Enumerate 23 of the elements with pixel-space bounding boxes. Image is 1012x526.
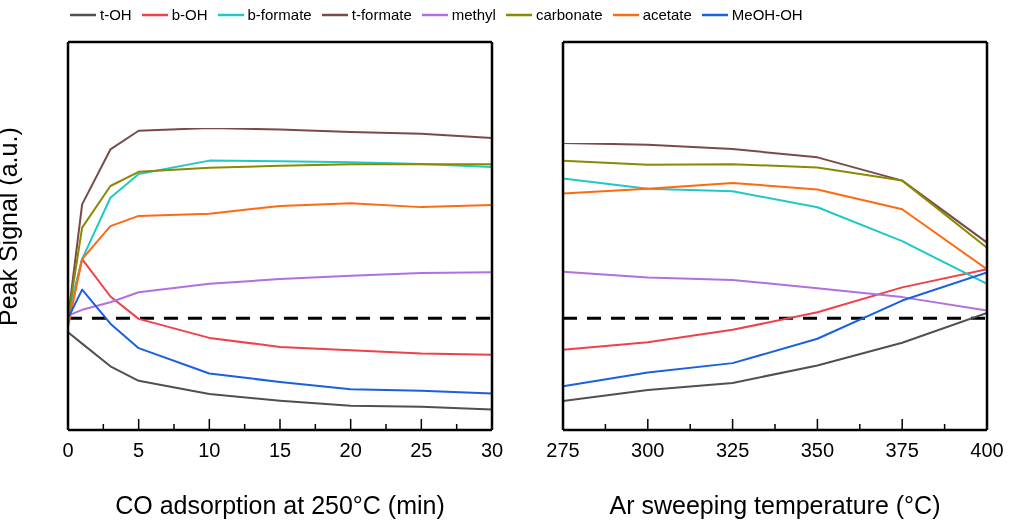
legend-label: carbonate [535,6,603,23]
x-tick-label: 325 [715,439,750,461]
x-tick-label: 20 [339,439,362,461]
x-axis-title: CO adsorption at 250°C (min) [115,491,445,519]
legend-label: b-formate [247,6,312,23]
x-tick-label: 15 [268,439,292,461]
legend-label: methyl [451,6,496,23]
x-tick-label: 0 [62,439,74,461]
legend-label: acetate [642,6,692,23]
x-tick-label: 30 [480,439,504,461]
x-tick-label: 25 [410,439,433,461]
x-axis-title: Ar sweeping temperature (°C) [609,491,941,519]
x-tick-label: 300 [631,439,665,461]
x-tick-label: 350 [800,439,835,461]
legend-label: t-formate [351,6,412,23]
legend-label: t-OH [100,6,132,23]
x-tick-label: 5 [133,439,145,461]
legend-label: MeOH-OH [731,6,803,23]
x-tick-label: 10 [198,439,221,461]
x-tick-label: 375 [885,439,919,461]
x-tick-label: 275 [546,439,580,461]
legend-label: b-OH [171,6,208,23]
x-tick-label: 400 [970,439,1004,461]
